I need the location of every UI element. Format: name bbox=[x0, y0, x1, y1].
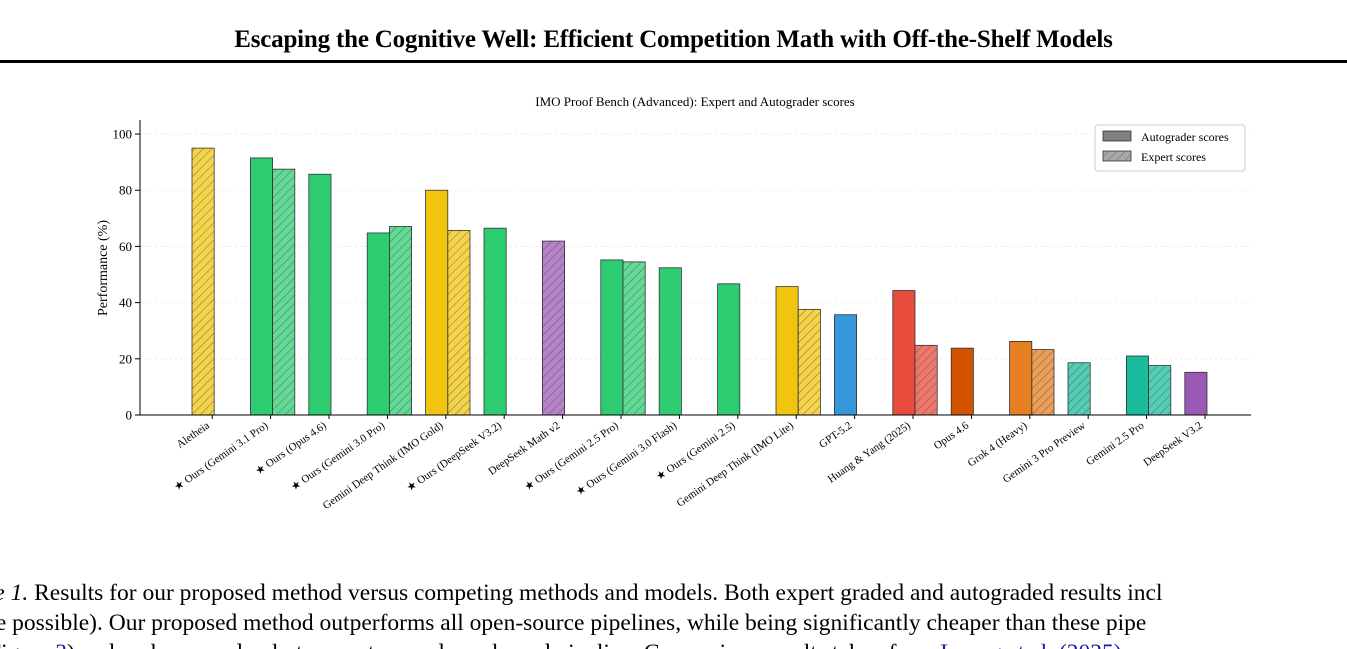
x-category-label: DeepSeek V3.2 bbox=[1141, 420, 1204, 469]
bar-autograder bbox=[366, 232, 390, 416]
bar-autograder bbox=[717, 283, 741, 416]
bar-expert-hatch bbox=[915, 345, 938, 415]
y-tick-label: 40 bbox=[119, 295, 132, 310]
y-tick-label: 0 bbox=[126, 408, 133, 423]
x-category-label: Gemini Deep Think (IMO Gold) bbox=[321, 419, 446, 512]
bar-autograder bbox=[249, 157, 273, 416]
bar-autograder bbox=[950, 347, 974, 416]
x-category-label: GPT-5.2 bbox=[817, 420, 854, 451]
x-category-label: ★ Ours (Gemini 3.1 Pro) bbox=[172, 419, 271, 493]
bar-expert-hatch bbox=[389, 226, 412, 415]
caption-line-3-c: u bbox=[1122, 640, 1140, 649]
chart-title: IMO Proof Bench (Advanced): Expert and A… bbox=[535, 94, 854, 109]
y-tick-label: 80 bbox=[119, 183, 132, 198]
caption-line-3-b: ) and ranks second only to a custom and … bbox=[67, 640, 940, 649]
bar-chart: IMO Proof Bench (Advanced): Expert and A… bbox=[96, 94, 1251, 512]
bar-expert-hatch bbox=[1031, 349, 1054, 415]
legend: Autograder scores Expert scores bbox=[1094, 124, 1246, 172]
y-tick-label: 20 bbox=[119, 351, 132, 366]
bar-autograder bbox=[600, 259, 624, 416]
legend-swatch-autograder bbox=[1102, 130, 1132, 142]
legend-swatch-expert-hatch bbox=[1103, 151, 1131, 161]
caption-line-3: Figure 3) and ranks second only to a cus… bbox=[0, 638, 1139, 649]
bar-expert-hatch bbox=[798, 309, 821, 415]
bar-expert-hatch bbox=[447, 230, 470, 415]
x-category-label: Aletheia bbox=[175, 420, 213, 451]
caption-citation-link[interactable]: Luong et al. (2025) bbox=[940, 640, 1121, 649]
x-category-label: ★ Ours (DeepSeek V3.2) bbox=[405, 419, 505, 494]
x-category-label: Gemini 2.5 Pro bbox=[1084, 419, 1147, 468]
legend-frame bbox=[1094, 124, 1246, 172]
bar-expert-hatch bbox=[272, 169, 295, 415]
bar-autograder bbox=[483, 227, 507, 416]
bar-autograder bbox=[775, 286, 799, 416]
bar-expert-hatch bbox=[192, 148, 215, 415]
bar-autograder bbox=[1184, 371, 1208, 416]
legend-label-expert: Expert scores bbox=[1141, 150, 1206, 164]
bar-autograder bbox=[308, 173, 332, 416]
y-axis-label: Performance (%) bbox=[96, 220, 111, 316]
bar-expert-hatch bbox=[623, 261, 646, 415]
bar-autograder bbox=[425, 189, 449, 416]
caption-line-1: re 1. Results for our proposed method ve… bbox=[0, 578, 1163, 608]
bar-autograder bbox=[834, 314, 858, 416]
y-tick-label: 100 bbox=[113, 127, 133, 142]
bar-autograder bbox=[892, 290, 916, 416]
bar-autograder bbox=[658, 267, 682, 416]
legend-label-autograder: Autograder scores bbox=[1141, 130, 1229, 144]
title-rule bbox=[0, 60, 1347, 63]
x-category-label: ★ Ours (Gemini 3.0 Flash) bbox=[574, 419, 680, 498]
y-tick-label: 60 bbox=[119, 239, 132, 254]
bar-autograder bbox=[1009, 340, 1033, 416]
caption-figure-link[interactable]: 3 bbox=[55, 640, 67, 649]
caption-line-2: re possible). Our proposed method outper… bbox=[0, 610, 1147, 636]
x-category-label: Opus 4.6 bbox=[932, 419, 972, 452]
bar-autograder bbox=[1126, 355, 1150, 416]
paper-title: Escaping the Cognitive Well: Efficient C… bbox=[234, 26, 1113, 53]
x-category-label: ★ Ours (Gemini 3.0 Pro) bbox=[289, 419, 388, 493]
figure-caption: re 1. Results for our proposed method ve… bbox=[0, 578, 1347, 649]
bar-expert-hatch bbox=[542, 241, 565, 415]
caption-line-1-text: Results for our proposed method versus c… bbox=[28, 580, 1163, 606]
x-category-label: ★ Ours (Gemini 2.5 Pro) bbox=[522, 419, 621, 493]
caption-line-3-a: Figure bbox=[0, 640, 55, 649]
bar-expert-hatch bbox=[1148, 365, 1171, 415]
bar-expert-hatch bbox=[1068, 362, 1091, 415]
caption-figure-label: re 1. bbox=[0, 580, 29, 606]
x-category-label: Gemini Deep Think (IMO Lite) bbox=[675, 419, 797, 509]
